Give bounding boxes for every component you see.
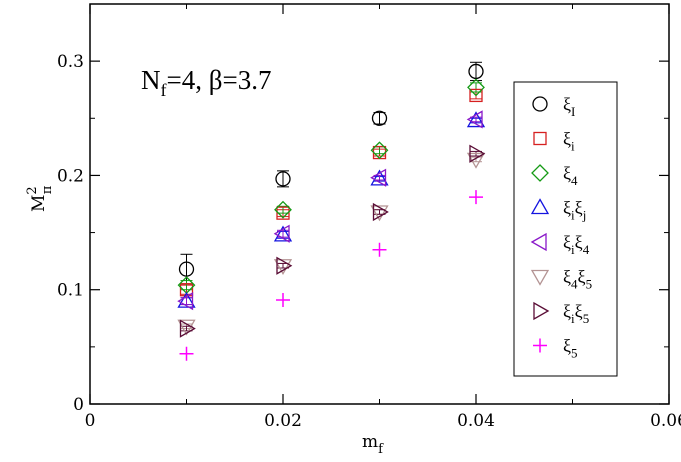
legend-label-sub: I xyxy=(571,104,575,119)
series-6-triangle-right xyxy=(179,144,486,338)
legend-label: ξi xyxy=(563,129,575,154)
annotation-text: Nf=4, β=3.7 xyxy=(141,65,271,100)
annotation-sub: f xyxy=(161,80,167,100)
data-point xyxy=(372,202,389,222)
data-point xyxy=(275,171,291,187)
data-point xyxy=(469,88,483,103)
legend-label-sub2: j xyxy=(582,208,587,223)
x-tick-label: 0.06 xyxy=(650,411,681,431)
legend-label-sub: i xyxy=(571,242,575,257)
data-point xyxy=(466,110,483,129)
data-point xyxy=(370,168,387,187)
legend-label: ξiξj xyxy=(563,198,586,223)
y-tick-label: 0.1 xyxy=(57,281,84,301)
data-point xyxy=(276,206,290,220)
series-4-triangle-left xyxy=(177,110,483,311)
x-tick-label: 0.04 xyxy=(457,411,495,431)
legend-label: ξ4ξ5 xyxy=(563,267,592,292)
legend-label: ξiξ4 xyxy=(563,232,590,257)
legend-label-main2: ξ xyxy=(575,232,583,252)
legend-box xyxy=(513,81,618,377)
y-tick-label: 0.3 xyxy=(57,52,84,72)
y-axis-label-base: M xyxy=(29,195,49,212)
legend-label-sub: i xyxy=(571,139,575,154)
legend-label-sub: 4 xyxy=(571,173,578,188)
legend-label-sub: i xyxy=(571,311,575,326)
data-point xyxy=(178,261,195,277)
annotation-part2: =4, β=3.7 xyxy=(167,65,272,95)
legend-label-sub2: 4 xyxy=(583,242,590,257)
x-tick-label: 0 xyxy=(85,411,96,431)
data-point xyxy=(276,293,290,307)
data-point xyxy=(179,346,194,361)
x-axis-label-sub: f xyxy=(378,442,384,457)
legend-label-main2: ξ xyxy=(575,301,583,321)
data-point xyxy=(276,256,293,275)
y-tick-label: 0.2 xyxy=(57,166,84,186)
legend-label-main: ξ xyxy=(563,129,571,149)
data-point xyxy=(370,205,389,222)
legend-label-main: ξ xyxy=(563,163,571,183)
annotation-part1: N xyxy=(141,65,161,95)
legend-marker xyxy=(533,338,547,353)
data-markers xyxy=(177,63,486,361)
legend-label: ξiξ5 xyxy=(563,301,589,326)
legend-label-main: ξ xyxy=(563,336,571,356)
data-point xyxy=(466,111,486,128)
legend-label-sub: 4 xyxy=(571,277,578,292)
data-point xyxy=(177,319,196,336)
data-point xyxy=(273,224,290,243)
legend-label: ξ5 xyxy=(563,336,578,361)
legend-label-sub2: 5 xyxy=(583,311,590,326)
series-3-triangle-up xyxy=(177,111,486,308)
data-point xyxy=(469,144,486,163)
legend-label-main: ξ xyxy=(563,232,571,252)
legend-label-main: ξ xyxy=(563,94,571,114)
y-axis-label: M2π xyxy=(25,185,55,212)
legend-label-main2: ξ xyxy=(575,198,583,218)
data-point xyxy=(371,110,388,126)
data-point xyxy=(274,200,292,219)
y-axis-label-sub: π xyxy=(40,185,55,194)
legend-marker xyxy=(530,269,550,286)
y-axis-label-sup: 2 xyxy=(25,186,40,194)
x-tick-label: 0.02 xyxy=(264,411,302,431)
legend-marker xyxy=(532,96,548,112)
legend-label-main: ξ xyxy=(563,267,571,287)
legend-label: ξ4 xyxy=(563,163,578,188)
data-point xyxy=(179,283,194,297)
legend-label-main: ξ xyxy=(563,301,571,321)
legend-label-sub: 5 xyxy=(571,346,578,361)
legend-marker xyxy=(531,164,549,182)
legend-marker xyxy=(533,301,550,321)
y-tick-label: 0 xyxy=(73,395,84,415)
data-point xyxy=(469,190,483,205)
series-0-circle xyxy=(178,63,484,277)
legend-marker xyxy=(530,232,547,252)
x-axis-label-base: m xyxy=(362,432,378,452)
data-point xyxy=(372,242,387,257)
data-point xyxy=(177,291,196,308)
legend-label-sub2: 5 xyxy=(586,277,593,292)
data-point xyxy=(273,225,293,242)
data-point xyxy=(179,319,196,338)
data-point xyxy=(370,169,389,186)
legend-marker xyxy=(533,131,547,146)
legend-label-main2: ξ xyxy=(578,267,586,287)
legend-label: ξI xyxy=(563,94,575,119)
data-point xyxy=(370,141,389,160)
legend-label-sub: i xyxy=(571,208,575,223)
data-point xyxy=(468,63,484,80)
series-7-plus xyxy=(179,190,483,361)
x-axis-label: mf xyxy=(362,432,384,457)
data-point xyxy=(177,292,194,311)
data-point xyxy=(467,78,485,97)
legend-marker xyxy=(530,198,550,215)
data-point xyxy=(273,259,293,276)
legend-label-main: ξ xyxy=(563,198,571,218)
